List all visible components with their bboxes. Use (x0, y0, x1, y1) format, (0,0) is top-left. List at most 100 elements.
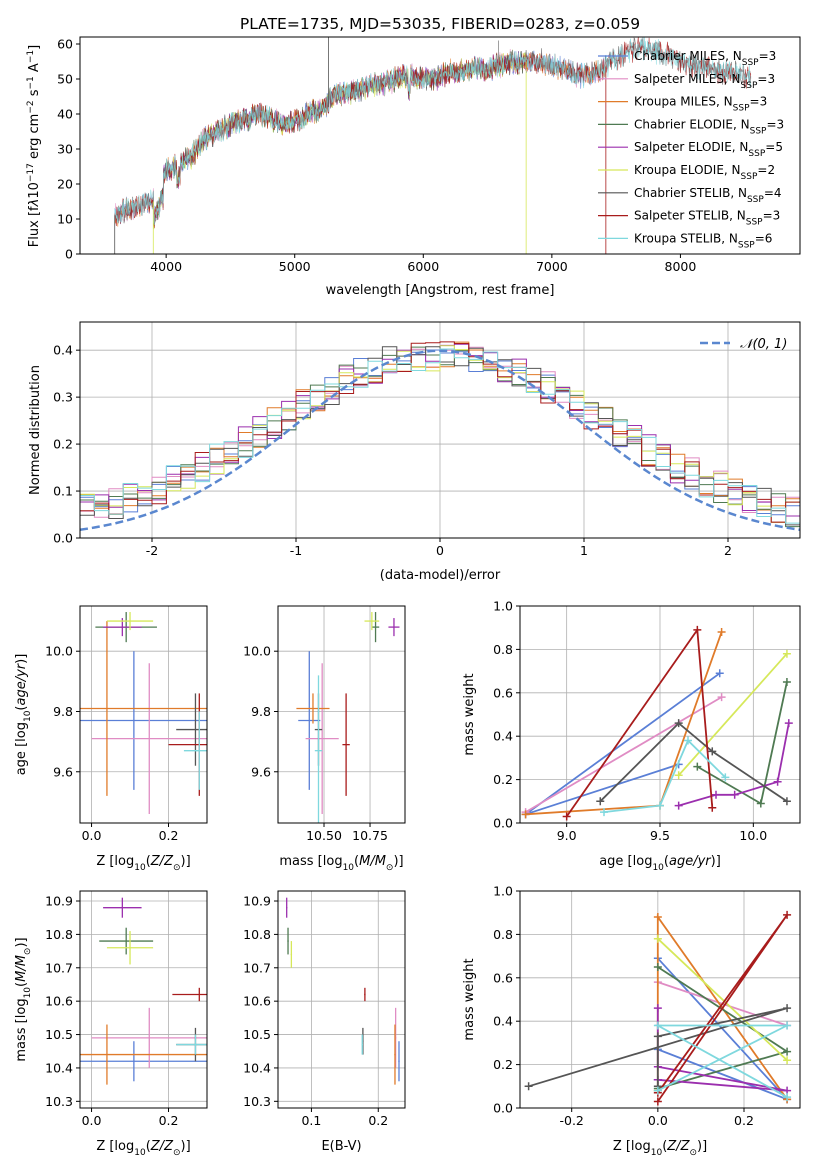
x-tick-label: -2 (146, 543, 158, 558)
errorbar-kroupa-miles (394, 1024, 396, 1085)
x-tick-label: 0.2 (159, 828, 179, 843)
metallicity-age-panel: 0.0 0.2 9.6 9.8 10.0 Z [log10(Z/Z⊙)] age [log1… (14, 605, 208, 873)
errorbar-chabrier-stelib (176, 693, 207, 766)
legend-entry-kroupa-stelib: Kroupa STELIB, NSSP=6 (634, 231, 772, 250)
weight-line-kroupa-stelib (653, 1021, 792, 1102)
y-axis-label: mass [log10(M/M⊙)] (14, 937, 33, 1061)
axis-ticks: 9.0 9.5 10.0 0.0 0.2 0.4 0.6 0.8 1.0 (493, 599, 767, 844)
errorbar-kroupa-stelib (176, 1034, 207, 1055)
x-tick-label: 5000 (279, 259, 311, 274)
axes-frame (277, 890, 406, 1109)
weight-marker (674, 771, 683, 780)
y-tick-label: 50 (57, 72, 73, 87)
errorbar-kroupa-stelib (314, 675, 323, 823)
age-mass-weight-panel: 9.0 9.5 10.0 0.0 0.2 0.4 0.6 0.8 1.0 age [log10(a… (462, 599, 801, 873)
errorbar-kroupa-elodie (364, 612, 380, 631)
x-axis-label: Z [log10(Z/Z⊙)] (613, 1139, 707, 1158)
axis-ticks: 0.0 0.2 9.6 9.8 10.0 (45, 644, 178, 843)
y-tick-label: 9.8 (53, 704, 73, 719)
metallicity-mass-weight-panel: -0.2 0.0 0.2 0.0 0.2 0.4 0.6 0.8 1.0 Z [log10(Z/Z… (462, 884, 801, 1158)
weight-marker (693, 762, 702, 771)
y-tick-label: 10.4 (45, 1060, 73, 1075)
weight-marker (715, 669, 724, 678)
y-tick-label: 10.9 (45, 894, 73, 909)
weight-marker (653, 1004, 662, 1013)
weight-line-chabrier-stelib (524, 1004, 792, 1091)
errorbar-salpeter-miles (305, 663, 339, 814)
weight-marker (783, 1021, 792, 1030)
histogram-kroupa-stelib (80, 348, 800, 538)
y-tick-label: 9.6 (251, 764, 271, 779)
axes-frame (277, 605, 406, 824)
gaussian-reference-curve (80, 349, 800, 532)
x-tick-label: 8000 (665, 259, 697, 274)
x-axis-label: wavelength [Angstrom, rest frame] (326, 283, 555, 298)
weight-marker (773, 777, 782, 786)
x-tick-label: 0.2 (368, 1113, 388, 1128)
errorbar-chabrier-miles (80, 651, 207, 790)
weight-marker (562, 812, 571, 821)
weight-marker (674, 719, 683, 728)
legend: 𝒩(0, 1) (700, 337, 787, 352)
y-tick-label: 0.4 (53, 343, 73, 358)
errorbar-chabrier-miles (398, 1041, 400, 1082)
x-axis-label: mass [log10(M/M⊙)] (279, 854, 403, 873)
y-tick-label: 10.5 (45, 1027, 73, 1042)
weight-marker (783, 1093, 792, 1102)
legend-entry-kroupa-elodie: Kroupa ELODIE, NSSP=2 (634, 163, 775, 182)
weight-marker (524, 1082, 533, 1091)
y-tick-label: 0.8 (493, 642, 513, 657)
y-tick-label: 30 (57, 142, 73, 157)
y-axis-label: age [log10(age/yr)] (14, 654, 33, 776)
weight-polyline (525, 631, 723, 816)
weight-line-kroupa-elodie (653, 934, 792, 1065)
weight-marker (656, 801, 664, 810)
grid-lines (80, 606, 207, 823)
weight-marker (708, 803, 717, 812)
weight-line-salpeter-elodie (674, 719, 793, 810)
plot-area (286, 897, 400, 1085)
weight-marker (783, 1047, 792, 1056)
plot-area (114, 37, 752, 254)
errorbar-salpeter-elodie (103, 897, 142, 918)
legend-entry-chabrier-elodie: Chabrier ELODIE, NSSP=3 (634, 117, 784, 136)
plot-area (80, 612, 207, 814)
spectrum-line-salpeter-miles (114, 48, 607, 226)
weight-marker (721, 773, 730, 782)
x-axis-label: age [log10(age/yr)] (599, 854, 721, 873)
legend-entry-chabrier-miles: Chabrier MILES, NSSP=3 (634, 49, 776, 68)
weight-marker (712, 790, 720, 799)
legend-entry-kroupa-miles: Kroupa MILES, NSSP=3 (634, 95, 767, 114)
spectrum-panel: 4000 5000 6000 7000 8000 0 10 20 30 40 50 60 wavelen… (26, 36, 801, 298)
y-tick-label: 0.6 (493, 685, 513, 700)
weight-marker (521, 810, 530, 819)
axes-frame (79, 321, 801, 539)
weight-marker (653, 934, 662, 943)
plot-area (296, 612, 400, 823)
x-tick-label: 6000 (407, 259, 439, 274)
axes-frame (519, 890, 801, 1109)
legend: Chabrier MILES, NSSP=3 Salpeter MILES, NS… (598, 49, 784, 250)
errorbar-salpeter-miles (91, 663, 207, 814)
grid-lines (80, 891, 207, 1108)
errorbar-chabrier-elodie (371, 612, 380, 643)
x-tick-label: 0 (436, 543, 444, 558)
weight-marker (600, 808, 608, 817)
errorbar-salpeter-stelib (342, 693, 350, 796)
y-tick-label: 0.1 (53, 484, 73, 499)
errorbar-chabrier-elodie (287, 927, 289, 955)
y-tick-label: 60 (57, 37, 73, 52)
errorbar-salpeter-miles (91, 1007, 207, 1068)
weight-marker (693, 625, 702, 634)
x-tick-label: 0.0 (82, 828, 102, 843)
plot-area (80, 341, 800, 538)
x-tick-label: 0.0 (648, 1113, 668, 1128)
x-tick-label: 0.1 (301, 1113, 321, 1128)
weight-marker (653, 1021, 662, 1030)
weight-polyline (603, 738, 726, 813)
y-tick-label: 0.0 (493, 816, 513, 831)
y-tick-label: 20 (57, 177, 73, 192)
mass-age-panel: 10.50 10.75 9.6 9.8 10.0 mass [log10(M/M⊙)] (243, 605, 406, 873)
x-axis-label: Z [log10(Z/Z⊙)] (96, 1139, 190, 1158)
weight-marker (717, 693, 726, 702)
